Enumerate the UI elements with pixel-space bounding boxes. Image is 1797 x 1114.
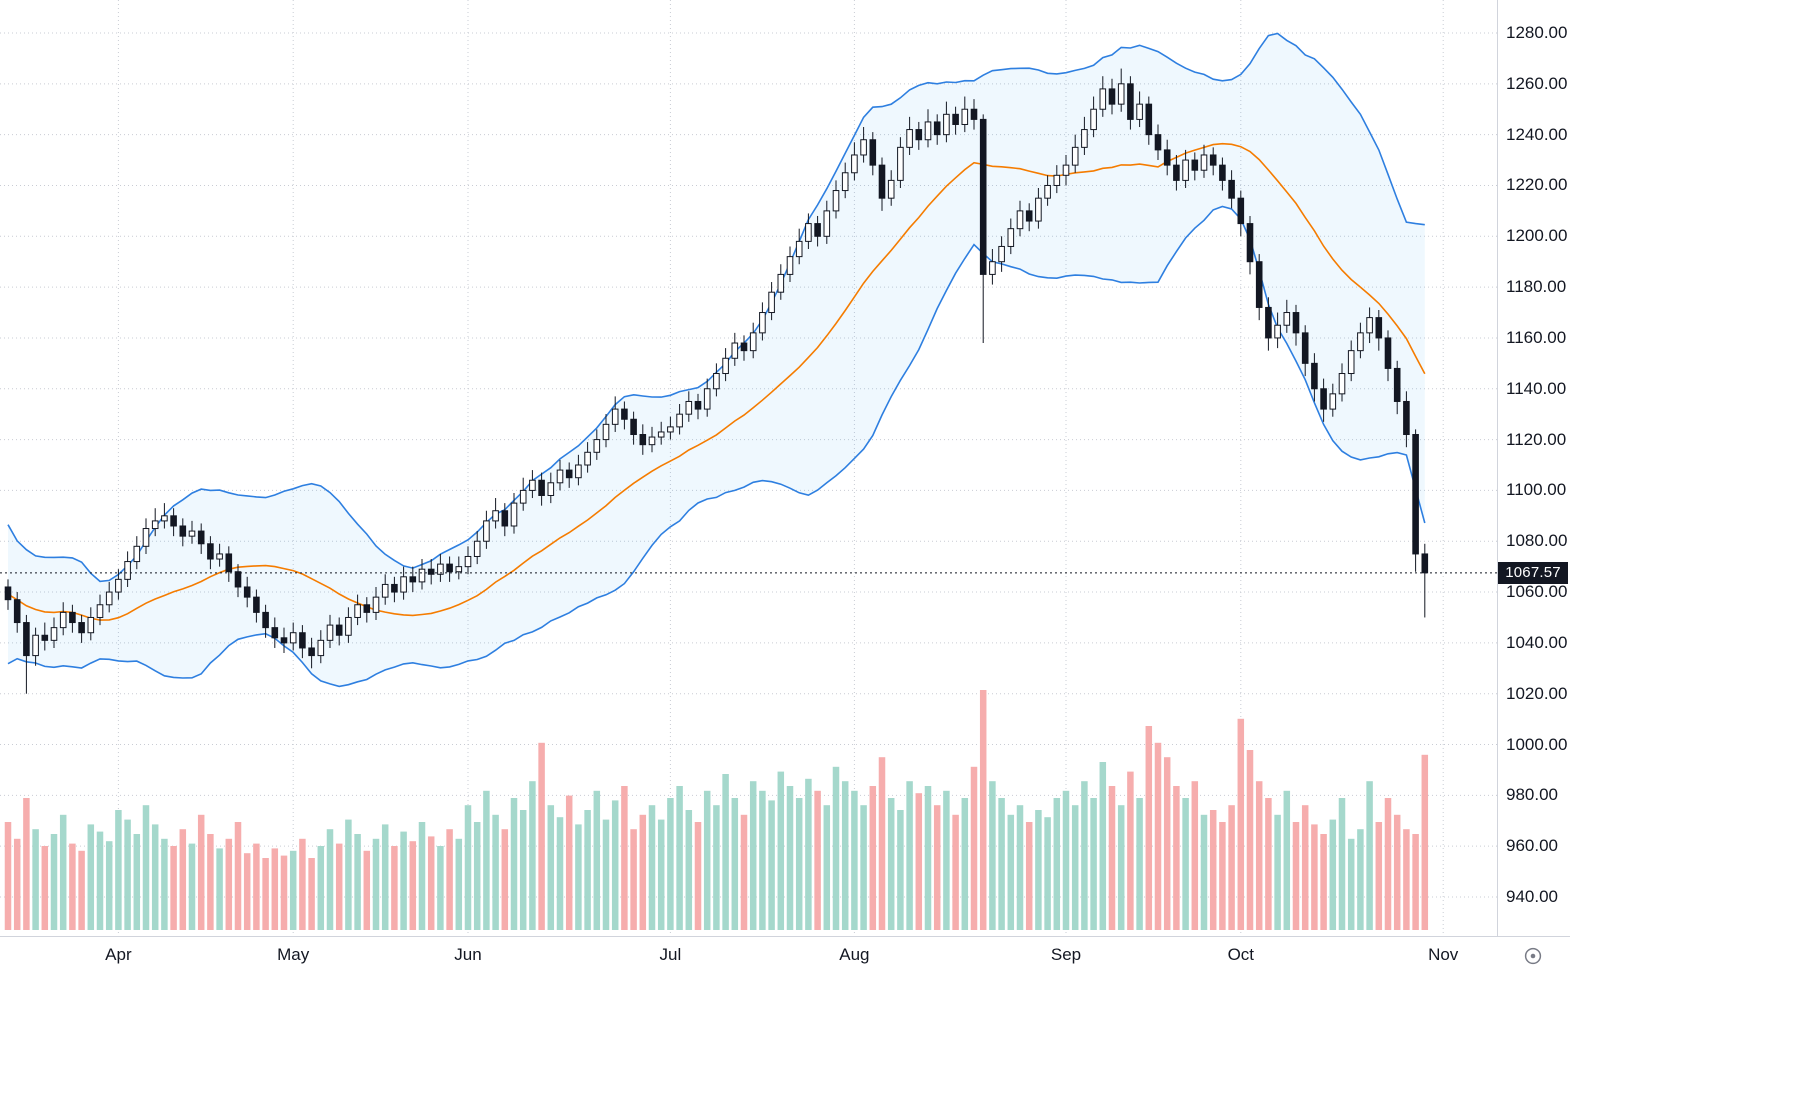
bollinger-fill bbox=[8, 33, 1425, 687]
y-axis-label: 1120.00 bbox=[1506, 429, 1567, 449]
y-axis-label: 1240.00 bbox=[1506, 124, 1568, 144]
time-axis[interactable]: Apr May Jun Jul Aug Sep Oct Nov bbox=[0, 936, 1570, 976]
x-axis-label: Jul bbox=[659, 945, 682, 964]
x-axis-label: Apr bbox=[105, 945, 132, 964]
y-axis-label: 980.00 bbox=[1506, 785, 1558, 805]
x-axis-label: Aug bbox=[839, 945, 870, 964]
y-axis-label: 1020.00 bbox=[1506, 683, 1568, 703]
price-axis[interactable]: 1280.00 1260.00 1240.00 1220.00 1200.00 1180.… bbox=[1497, 0, 1797, 975]
x-axis-label: Sep bbox=[1050, 945, 1082, 964]
y-axis-label: 1200.00 bbox=[1506, 226, 1568, 246]
y-axis-label: 1080.00 bbox=[1506, 531, 1568, 551]
bollinger-lower-line bbox=[7, 205, 1426, 688]
bollinger-basis-line bbox=[7, 142, 1426, 621]
current-price-label: 1067.57 bbox=[1498, 561, 1568, 584]
axis-settings-icon[interactable] bbox=[1521, 944, 1545, 968]
x-axis-label: Nov bbox=[1428, 945, 1459, 964]
y-axis-label: 1160.00 bbox=[1506, 327, 1567, 347]
y-axis-label: 1180.00 bbox=[1506, 277, 1567, 297]
y-axis-label: 1040.00 bbox=[1506, 632, 1568, 652]
y-axis-label: 1100.00 bbox=[1506, 480, 1567, 500]
x-axis-label: May bbox=[277, 945, 310, 964]
y-axis-label: 1280.00 bbox=[1506, 23, 1568, 42]
y-axis-label: 1260.00 bbox=[1506, 73, 1568, 93]
y-axis-label: 1060.00 bbox=[1506, 582, 1568, 602]
y-axis-label: 960.00 bbox=[1506, 836, 1558, 856]
gear-circle-icon bbox=[1524, 947, 1542, 965]
candles-series bbox=[4, 68, 1429, 694]
volume-series bbox=[4, 690, 1429, 930]
x-axis-label: Jun bbox=[454, 945, 482, 964]
y-axis-label: 1220.00 bbox=[1506, 175, 1568, 195]
y-axis-label: 1140.00 bbox=[1506, 378, 1567, 398]
y-axis-label: 1000.00 bbox=[1506, 734, 1568, 754]
x-axis-label: Oct bbox=[1227, 945, 1255, 964]
y-axis-label: 940.00 bbox=[1506, 887, 1558, 906]
